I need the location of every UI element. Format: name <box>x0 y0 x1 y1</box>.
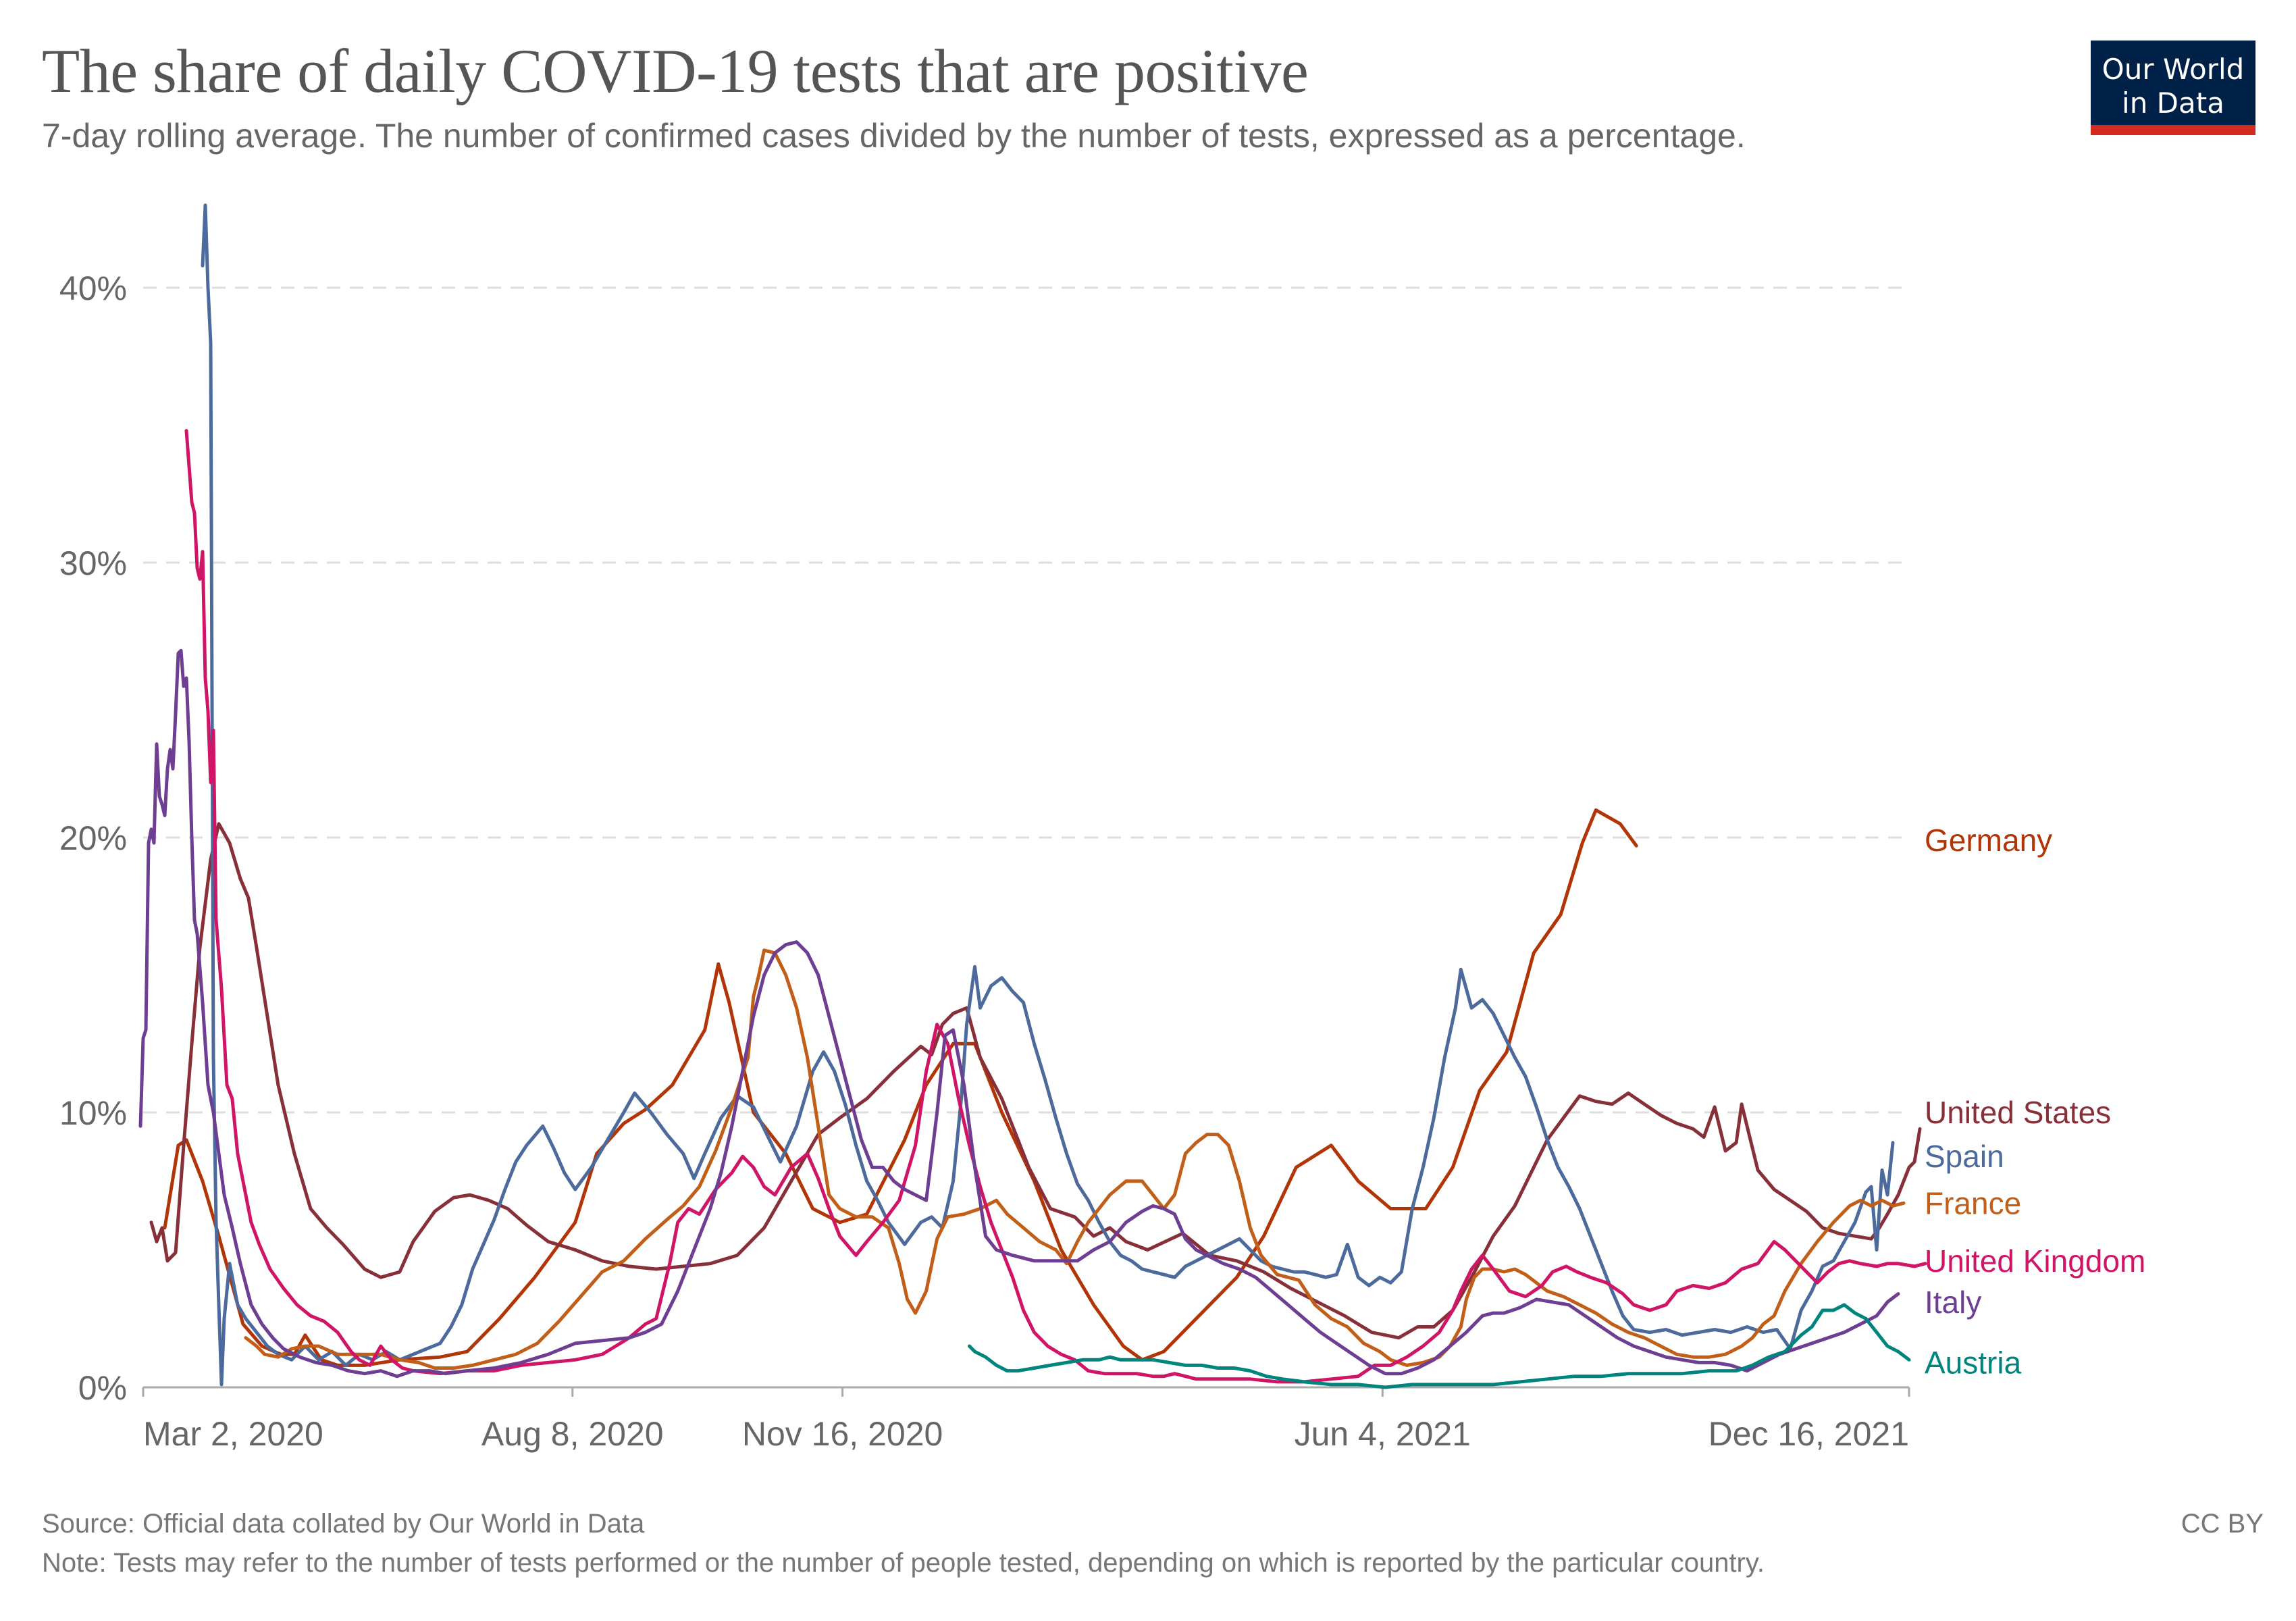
series-line-austria[interactable] <box>968 1303 1911 1389</box>
x-tick-label: Jun 4, 2021 <box>1295 1415 1471 1453</box>
y-tick-label: 0% <box>78 1369 127 1407</box>
chart-title: The share of daily COVID-19 tests that a… <box>42 36 1309 105</box>
series-label-united-states[interactable]: United States <box>1925 1095 2111 1130</box>
grid-lines <box>143 286 1909 1114</box>
series-label-united-kingdom[interactable]: United Kingdom <box>1925 1243 2145 1279</box>
y-tick-label: 40% <box>59 269 127 307</box>
source-note: Source: Official data collated by Our Wo… <box>42 1509 645 1539</box>
logo-line2: in Data <box>2122 86 2224 120</box>
series-line-france[interactable] <box>244 948 1906 1370</box>
chart-subtitle: 7-day rolling average. The number of con… <box>42 117 1746 155</box>
series-label-austria[interactable]: Austria <box>1925 1345 2022 1380</box>
footnote: Note: Tests may refer to the number of t… <box>42 1548 1765 1578</box>
x-tick-label: Mar 2, 2020 <box>143 1415 323 1453</box>
series-labels: Germany United States Spain France United Ki… <box>1925 823 2145 1380</box>
y-tick-label: 10% <box>59 1094 127 1132</box>
series-line-spain[interactable] <box>201 203 1895 1387</box>
logo-line1: Our World <box>2102 53 2245 86</box>
logo-accent-bar <box>2091 125 2255 135</box>
series-line-italy[interactable] <box>138 648 1900 1379</box>
x-tick-label: Dec 16, 2021 <box>1708 1415 1909 1453</box>
license-link[interactable]: CC BY <box>2181 1509 2264 1539</box>
owid-logo[interactable]: Our World in Data <box>2091 41 2255 135</box>
series-label-spain[interactable]: Spain <box>1925 1139 2004 1174</box>
y-tick-label: 30% <box>59 544 127 582</box>
series-label-germany[interactable]: Germany <box>1925 823 2052 858</box>
y-axis-ticks: 0% 10% 20% 30% 40% <box>59 269 127 1407</box>
series-label-italy[interactable]: Italy <box>1925 1285 1981 1320</box>
x-tick-label: Aug 8, 2020 <box>481 1415 664 1453</box>
series-label-france[interactable]: France <box>1925 1185 2021 1220</box>
series-line-germany[interactable] <box>163 808 1638 1367</box>
x-axis: Mar 2, 2020 Aug 8, 2020 Nov 16, 2020 Jun 4,… <box>142 1386 1910 1453</box>
series-line-united-kingdom[interactable] <box>184 429 1927 1384</box>
series-lines <box>138 203 1927 1389</box>
x-tick-label: Nov 16, 2020 <box>742 1415 943 1453</box>
y-tick-label: 20% <box>59 819 127 857</box>
series-line-united-states[interactable] <box>149 822 1922 1340</box>
